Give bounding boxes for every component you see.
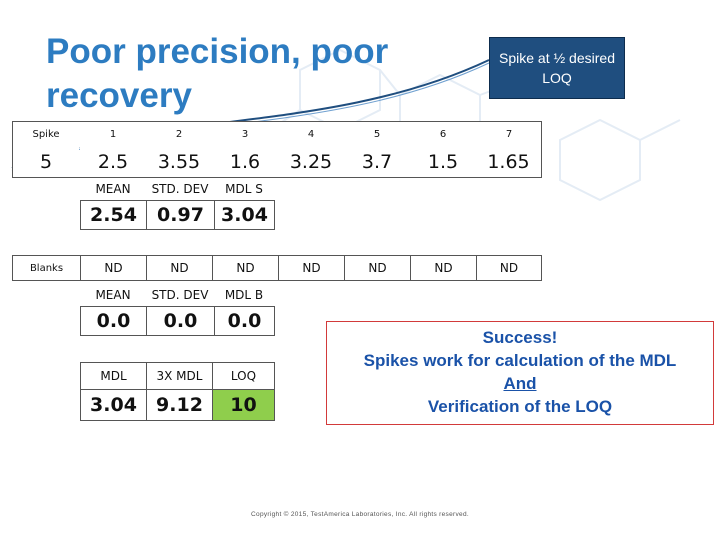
- spike-mean-header: MEAN: [80, 178, 146, 200]
- success-line-and: And: [503, 374, 537, 393]
- blank-mean-value: 0.0: [80, 306, 147, 336]
- spike-level: 5: [13, 147, 79, 177]
- spike-row-label: Spike: [12, 121, 80, 147]
- success-callout: Success! Spikes work for calculation of …: [326, 321, 714, 425]
- mdl-header: MDL: [80, 362, 147, 390]
- blank-stddev-value: 0.0: [146, 306, 215, 336]
- blank-value-1: ND: [80, 255, 147, 281]
- spike-header-7: 7: [476, 121, 542, 147]
- spike-value-6: 1.5: [410, 147, 476, 177]
- spike-value-5: 3.7: [344, 147, 410, 177]
- spike-mdls-header: MDL S: [214, 178, 274, 200]
- blank-mean-header: MEAN: [80, 284, 146, 306]
- blank-value-4: ND: [278, 255, 345, 281]
- spike-value-7: 1.65: [476, 147, 541, 177]
- spike-stddev-header: STD. DEV: [146, 178, 214, 200]
- slide-title: Poor precision, poor recovery: [46, 32, 389, 115]
- blanks-row-label: Blanks: [12, 255, 81, 281]
- spike-header-2: 2: [146, 121, 212, 147]
- spike-value-3: 1.6: [212, 147, 278, 177]
- blank-value-3: ND: [212, 255, 279, 281]
- spike-header-3: 3: [212, 121, 278, 147]
- loq-value: 10: [212, 389, 275, 421]
- spike-value-2: 3.55: [146, 147, 212, 177]
- spike-value-4: 3.25: [278, 147, 344, 177]
- spike-callout-box: Spike at ½ desired LOQ: [489, 37, 625, 99]
- success-heading: Success!: [482, 328, 558, 347]
- spike-header-6: 6: [410, 121, 476, 147]
- blank-value-2: ND: [146, 255, 213, 281]
- spike-header-5: 5: [344, 121, 410, 147]
- blank-mdlb-value: 0.0: [214, 306, 275, 336]
- spike-mdls-value: 3.04: [214, 200, 275, 230]
- copyright-footer: Copyright © 2015, TestAmerica Laboratori…: [251, 511, 469, 518]
- 3x-mdl-header: 3X MDL: [146, 362, 213, 390]
- 3x-mdl-value: 9.12: [146, 389, 213, 421]
- blank-value-5: ND: [344, 255, 411, 281]
- blank-stddev-header: STD. DEV: [146, 284, 214, 306]
- spike-header-4: 4: [278, 121, 344, 147]
- success-line-loq: Verification of the LOQ: [427, 397, 613, 416]
- spike-stddev-value: 0.97: [146, 200, 215, 230]
- loq-header: LOQ: [212, 362, 275, 390]
- blank-mdlb-header: MDL B: [214, 284, 274, 306]
- success-line-mdl: Spikes work for calculation of the MDL: [363, 351, 677, 370]
- spike-mean-value: 2.54: [80, 200, 147, 230]
- blank-value-6: ND: [410, 255, 477, 281]
- mdl-value: 3.04: [80, 389, 147, 421]
- spike-value-1: 2.5: [80, 147, 146, 177]
- spike-header-1: 1: [80, 121, 146, 147]
- blank-value-7: ND: [476, 255, 542, 281]
